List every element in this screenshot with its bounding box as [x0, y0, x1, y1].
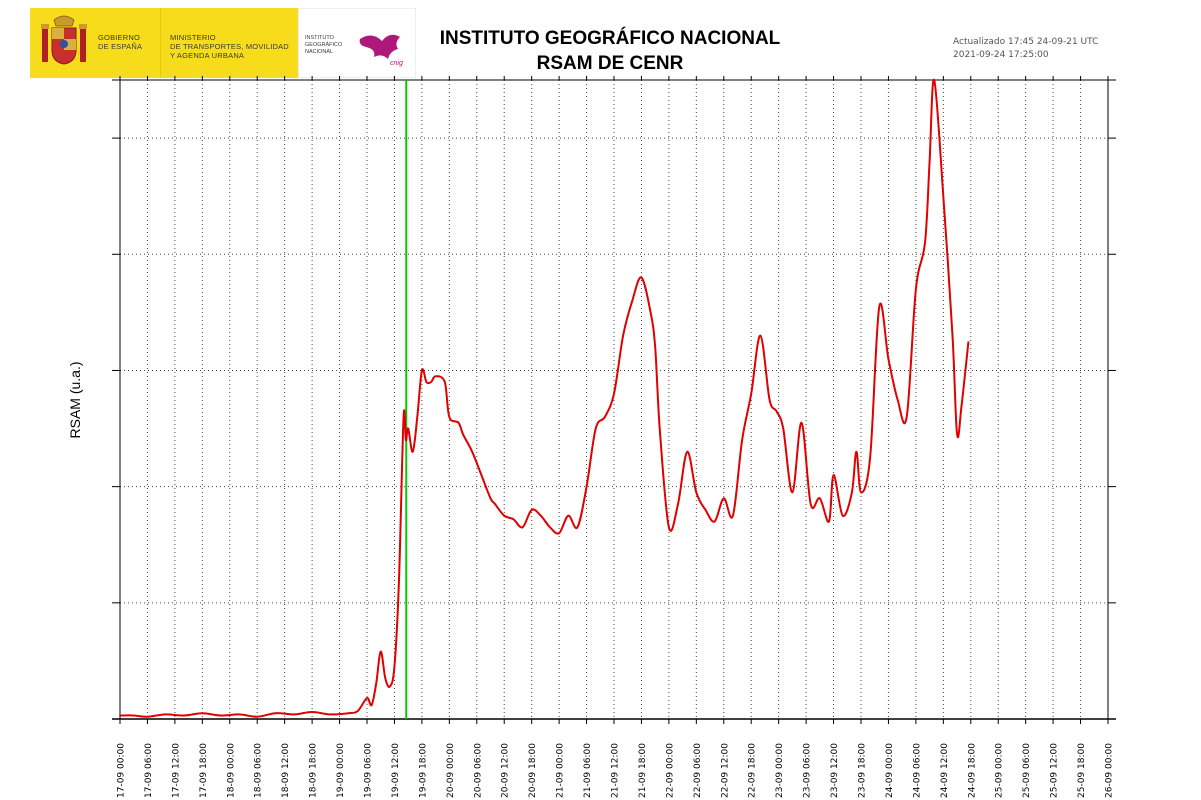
ign-logo: INSTITUTO GEOGRÁFICO NACIONAL cnig — [298, 8, 416, 78]
x-tick-label: 21-09 06:00 — [583, 743, 593, 798]
x-tick-label: 19-09 18:00 — [418, 743, 428, 798]
x-tick-label: 19-09 00:00 — [336, 743, 346, 798]
x-tick-label: 22-09 18:00 — [748, 743, 758, 798]
x-tick-label: 24-09 00:00 — [885, 743, 895, 798]
x-tick-label: 25-09 00:00 — [995, 743, 1005, 798]
x-tick-label: 18-09 06:00 — [254, 743, 264, 798]
x-tick-label: 25-09 06:00 — [1022, 743, 1032, 798]
x-tick-label: 20-09 00:00 — [446, 743, 456, 798]
x-tick-label: 21-09 12:00 — [611, 743, 621, 798]
page-title: INSTITUTO GEOGRÁFICO NACIONAL — [439, 28, 781, 49]
rsam-series-line — [119, 78, 970, 718]
x-tick-label: 20-09 18:00 — [528, 743, 538, 798]
x-tick-label: 24-09 06:00 — [912, 743, 922, 798]
x-tick-label: 24-09 18:00 — [967, 743, 977, 798]
ign-brand-text: cnig — [390, 60, 403, 67]
government-logo: GOBIERNO DE ESPAÑA MINISTERIO DE TRANSPO… — [30, 8, 298, 78]
updated-text: Actualizado 17:45 24-09-21 UTC — [953, 37, 1099, 47]
x-tick-label: 23-09 00:00 — [775, 743, 785, 798]
x-tick-label: 19-09 06:00 — [364, 743, 374, 798]
x-tick-label: 17-09 00:00 — [117, 743, 127, 798]
coat-of-arms-icon — [41, 15, 87, 65]
x-tick-label: 23-09 18:00 — [858, 743, 868, 798]
x-tick-label: 21-09 00:00 — [556, 743, 566, 798]
x-tick-label: 20-09 06:00 — [473, 743, 483, 798]
x-tick-label: 18-09 00:00 — [226, 743, 236, 798]
x-tick-label: 17-09 18:00 — [199, 743, 209, 798]
x-tick-label: 23-09 12:00 — [830, 743, 840, 798]
x-tick-label: 20-09 12:00 — [501, 743, 511, 798]
x-tick-label: 19-09 12:00 — [391, 743, 401, 798]
ministry-label: MINISTERIO DE TRANSPORTES, MOVILIDAD Y A… — [170, 33, 289, 60]
ign-brand-icon: cnig — [359, 34, 403, 67]
x-tick-label: 17-09 06:00 — [144, 743, 154, 798]
x-tick-label: 22-09 00:00 — [665, 743, 675, 798]
logo-divider — [160, 8, 161, 78]
x-tick-label: 23-09 06:00 — [803, 743, 813, 798]
x-tick-label: 18-09 18:00 — [309, 743, 319, 798]
x-tick-label: 22-09 12:00 — [720, 743, 730, 798]
chart-title: RSAM DE CENR — [536, 53, 684, 74]
x-tick-label: 18-09 12:00 — [281, 743, 291, 798]
x-tick-label: 25-09 12:00 — [1050, 743, 1060, 798]
x-tick-label: 24-09 12:00 — [940, 743, 950, 798]
x-tick-label: 17-09 12:00 — [171, 743, 181, 798]
x-tick-label: 25-09 18:00 — [1077, 743, 1087, 798]
x-tick-label: 22-09 06:00 — [693, 743, 703, 798]
x-tick-label: 26-09 00:00 — [1105, 743, 1115, 798]
x-tick-label: 21-09 18:00 — [638, 743, 648, 798]
reference-time-text: 2021-09-24 17:25:00 — [953, 50, 1049, 60]
government-label: GOBIERNO DE ESPAÑA — [98, 33, 143, 51]
update-stamp: Actualizado 17:45 24-09-21 UTC 2021-09-2… — [953, 36, 1098, 62]
ign-label: INSTITUTO GEOGRÁFICO NACIONAL — [305, 35, 343, 55]
